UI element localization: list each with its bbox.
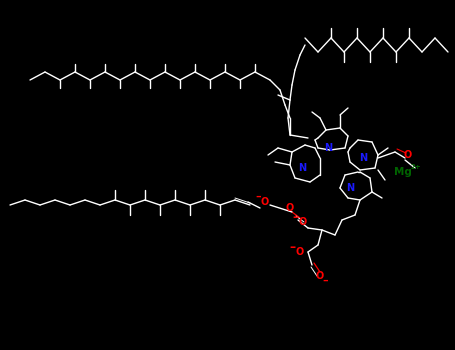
- Text: –: –: [255, 192, 261, 202]
- Text: –: –: [322, 276, 328, 286]
- Text: O: O: [299, 217, 307, 227]
- Text: N: N: [324, 143, 332, 153]
- Text: Mg: Mg: [394, 167, 412, 177]
- Text: O: O: [296, 247, 304, 257]
- Text: O: O: [261, 197, 269, 207]
- Text: N: N: [346, 183, 354, 193]
- Text: N: N: [359, 153, 367, 163]
- Text: O: O: [404, 150, 412, 160]
- Text: –: –: [289, 241, 295, 254]
- Text: O: O: [316, 271, 324, 281]
- Text: –: –: [292, 211, 298, 224]
- Text: N: N: [298, 163, 306, 173]
- Text: O: O: [286, 203, 294, 213]
- Text: 2+: 2+: [411, 164, 421, 170]
